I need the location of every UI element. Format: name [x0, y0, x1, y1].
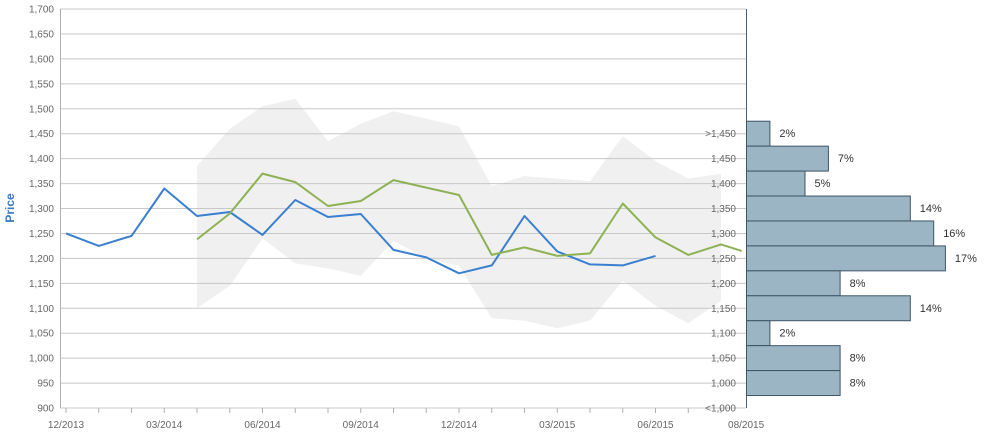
- y-tick-label: 1,550: [29, 79, 54, 90]
- y-tick-label: 1,150: [29, 279, 54, 290]
- y-tick-label: 1,600: [29, 54, 54, 65]
- histogram-bar: [746, 195, 911, 222]
- x-tick-label: 06/2015: [637, 420, 674, 431]
- histogram-bin-label: >1,450: [705, 129, 736, 140]
- y-tick-label: 1,700: [29, 5, 54, 16]
- y-tick-label: 1,200: [29, 254, 54, 265]
- y-tick-label: 1,650: [29, 29, 54, 40]
- y-tick-label: 1,250: [29, 229, 54, 240]
- histogram-percent-label: 7%: [838, 153, 854, 165]
- histogram-percent-label: 2%: [779, 128, 795, 140]
- histogram-bin-label: 1,400: [711, 179, 736, 190]
- x-tick-label: 12/2013: [48, 420, 85, 431]
- x-tick-label: 06/2014: [244, 420, 281, 431]
- histogram-bar: [746, 370, 841, 397]
- histogram-bin-label: 1,000: [711, 379, 736, 390]
- histogram-percent-label: 8%: [850, 378, 866, 390]
- series-line-2: [196, 172, 742, 257]
- histogram-bar: [746, 170, 806, 197]
- x-tick-label: 09/2014: [343, 420, 380, 431]
- histogram-bar: [746, 320, 771, 347]
- histogram-percent-label: 8%: [850, 278, 866, 290]
- histogram-bin-label: 1,300: [711, 229, 736, 240]
- histogram-percent-label: 17%: [955, 253, 977, 265]
- y-tick-label: 1,500: [29, 104, 54, 115]
- histogram-bin-label: 1,200: [711, 279, 736, 290]
- y-tick-label: 1,100: [29, 304, 54, 315]
- y-tick-label: 1,350: [29, 179, 54, 190]
- y-tick-label: 1,300: [29, 204, 54, 215]
- histogram-percent-label: 8%: [850, 353, 866, 365]
- x-tick-label: 12/2014: [441, 420, 478, 431]
- forecast-range-band: [197, 98, 721, 329]
- histogram-bin-label: 1,050: [711, 354, 736, 365]
- y-axis-title: Price: [3, 193, 17, 223]
- x-tick-label: 08/2015: [728, 420, 765, 431]
- y-tick-label: 1,450: [29, 129, 54, 140]
- y-tick-label: 1,000: [29, 354, 54, 365]
- histogram-bar: [746, 220, 935, 247]
- histogram-percent-label: 16%: [943, 228, 965, 240]
- histogram-bin-label: 1,250: [711, 254, 736, 265]
- histogram-bar: [746, 295, 911, 322]
- histogram-percent-label: 14%: [920, 203, 942, 215]
- histogram-percent-label: 2%: [779, 328, 795, 340]
- histogram-bar: [746, 270, 841, 297]
- histogram-bin-label: 1,150: [711, 304, 736, 315]
- histogram-bin-label: 1,100: [711, 329, 736, 340]
- histogram-bin-label: 1,450: [711, 154, 736, 165]
- y-tick-label: 900: [37, 404, 54, 415]
- histogram-bar: [746, 345, 841, 372]
- histogram-bin-label: <1,000: [705, 404, 736, 415]
- y-tick-label: 1,400: [29, 154, 54, 165]
- y-tick-label: 950: [37, 379, 54, 390]
- y-tick-label: 1,050: [29, 329, 54, 340]
- x-tick-label: 03/2014: [146, 420, 183, 431]
- histogram-bar: [746, 245, 946, 272]
- histogram-bin-label: 1,350: [711, 204, 736, 215]
- histogram-bar: [746, 145, 829, 172]
- series-line-1: [65, 187, 656, 275]
- x-tick-label: 03/2015: [539, 420, 576, 431]
- histogram-bar: [746, 120, 771, 147]
- histogram-percent-label: 5%: [815, 178, 831, 190]
- histogram-percent-label: 14%: [920, 303, 942, 315]
